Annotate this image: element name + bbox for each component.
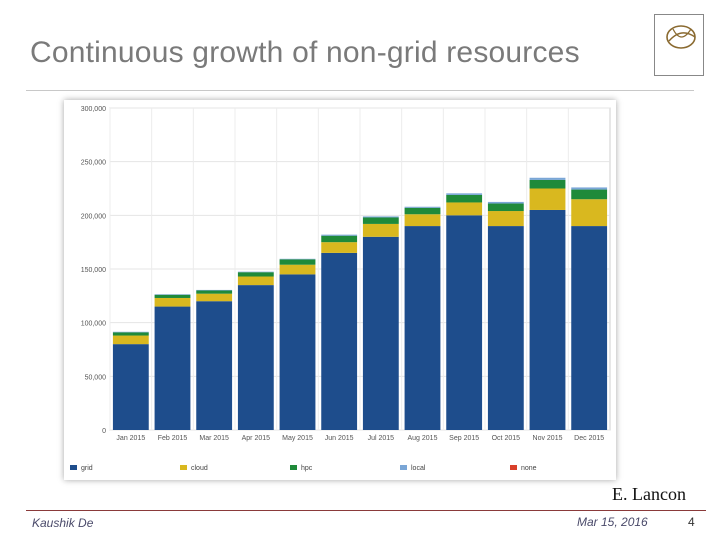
bar-cloud — [112, 335, 149, 345]
bar-local — [529, 177, 566, 180]
bar-cloud — [154, 297, 191, 307]
credit-name: E. Lancon — [612, 484, 686, 504]
bar-hpc — [196, 290, 233, 294]
bar-local — [279, 258, 316, 260]
bar-grid — [571, 226, 608, 430]
bar-local — [237, 271, 274, 273]
bar-grid — [279, 274, 316, 430]
bar-cloud — [529, 188, 566, 210]
bar-hpc — [487, 203, 524, 212]
legend-swatch-none — [510, 465, 517, 470]
bar-local — [196, 289, 233, 291]
bar-cloud — [196, 293, 233, 302]
bar-local — [446, 193, 483, 195]
bar-cloud — [446, 202, 483, 216]
bar-local — [571, 187, 608, 190]
logo-icon — [666, 25, 696, 49]
x-tick-label: Dec 2015 — [574, 435, 604, 442]
x-tick-label: Jun 2015 — [325, 435, 354, 442]
bar-local — [321, 234, 358, 236]
bar-hpc — [571, 189, 608, 200]
bar-hpc — [404, 207, 441, 215]
bar-cloud — [362, 223, 399, 237]
bar-hpc — [321, 235, 358, 243]
bar-local — [487, 201, 524, 204]
legend-swatch-grid — [70, 465, 77, 470]
legend-swatch-hpc — [290, 465, 297, 470]
x-tick-label: Mar 2015 — [199, 435, 229, 442]
legend-label-local: local — [411, 465, 426, 472]
bar-local — [362, 216, 399, 218]
legend-swatch-local — [400, 465, 407, 470]
bar-hpc — [154, 294, 191, 298]
legend-swatch-cloud — [180, 465, 187, 470]
y-tick-label: 50,000 — [85, 374, 107, 381]
x-tick-label: Nov 2015 — [533, 435, 563, 442]
y-tick-label: 200,000 — [81, 213, 106, 220]
slide-title: Continuous growth of non-grid resources — [30, 36, 580, 69]
stacked-bar-chart: 0 50,000 100,000 150,000 200,000 250,000 300,0… — [70, 106, 611, 472]
bar-grid — [196, 301, 233, 430]
legend-label-grid: grid — [81, 465, 93, 472]
legend-label-cloud: cloud — [191, 465, 208, 472]
footer-date: Mar 15, 2016 — [577, 515, 648, 529]
bar-grid — [404, 226, 441, 430]
bar-grid — [529, 209, 566, 430]
bar-grid — [154, 306, 191, 430]
bar-cloud — [571, 199, 608, 227]
bar-cloud — [487, 211, 524, 227]
bar-grid — [237, 285, 274, 430]
x-tick-label: May 2015 — [282, 435, 313, 442]
bar-grid — [112, 344, 149, 430]
page-number: 4 — [688, 515, 695, 529]
bar-cloud — [279, 264, 316, 275]
x-tick-label: Apr 2015 — [242, 435, 271, 442]
bar-cloud — [321, 242, 358, 253]
bar-grid — [362, 236, 399, 430]
y-tick-label: 150,000 — [81, 267, 106, 274]
footer-divider — [26, 510, 706, 511]
y-tick-label: 250,000 — [81, 160, 106, 167]
y-tick-label: 300,000 — [81, 106, 106, 113]
legend-label-hpc: hpc — [301, 465, 313, 472]
footer-author: Kaushik De — [32, 516, 94, 530]
bar-hpc — [362, 217, 399, 224]
chart-container: 0 50,000 100,000 150,000 200,000 250,000 300,0… — [64, 100, 616, 480]
bar-hpc — [237, 272, 274, 277]
x-tick-label: Aug 2015 — [408, 435, 438, 442]
x-tick-label: Jul 2015 — [368, 435, 395, 442]
bar-hpc — [446, 194, 483, 203]
title-divider — [26, 90, 694, 91]
bar-local — [404, 206, 441, 208]
bar-grid — [487, 226, 524, 430]
x-tick-label: Feb 2015 — [158, 435, 188, 442]
bar-hpc — [529, 179, 566, 189]
x-tick-label: Oct 2015 — [492, 435, 521, 442]
bar-cloud — [404, 214, 441, 227]
bar-grid — [321, 252, 358, 430]
y-tick-label: 0 — [102, 428, 106, 435]
bar-hpc — [279, 259, 316, 265]
bar-grid — [446, 215, 483, 430]
legend-label-none: none — [521, 465, 537, 472]
bar-hpc — [112, 332, 149, 336]
bar-local — [154, 294, 191, 295]
bar-cloud — [237, 276, 274, 286]
x-tick-label: Sep 2015 — [449, 435, 479, 442]
y-tick-label: 100,000 — [81, 321, 106, 328]
x-tick-label: Jan 2015 — [116, 435, 145, 442]
bar-local — [112, 331, 149, 333]
logo — [654, 14, 704, 76]
